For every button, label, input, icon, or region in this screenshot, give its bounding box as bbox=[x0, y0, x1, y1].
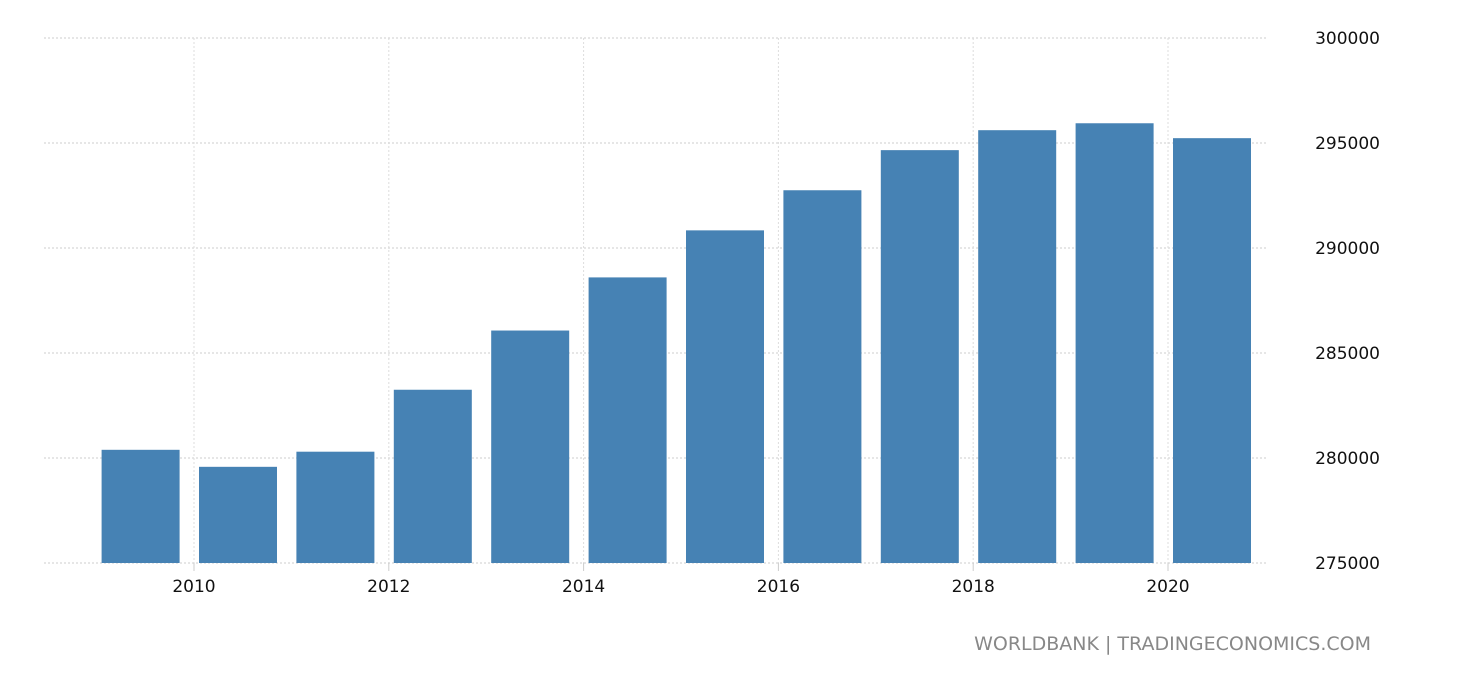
x-tick-label: 2010 bbox=[172, 577, 215, 597]
bar-2015 bbox=[686, 230, 764, 564]
bar-2010 bbox=[199, 466, 277, 563]
x-tick-label: 2016 bbox=[757, 577, 800, 597]
y-tick-label: 295000 bbox=[1315, 134, 1380, 154]
bar-2019 bbox=[1075, 123, 1154, 563]
bar-2017 bbox=[880, 150, 959, 563]
y-tick-label: 280000 bbox=[1315, 449, 1380, 469]
x-tick-label: 2012 bbox=[367, 577, 410, 597]
x-tick-label: 2014 bbox=[562, 577, 605, 597]
bar-2013 bbox=[491, 330, 570, 563]
y-tick-label: 275000 bbox=[1315, 554, 1380, 574]
y-tick-label: 290000 bbox=[1315, 239, 1380, 259]
bar-2014 bbox=[588, 277, 667, 563]
y-tick-label: 300000 bbox=[1315, 29, 1380, 49]
bar-2011 bbox=[296, 451, 375, 563]
bar-2009 bbox=[101, 449, 180, 563]
bar-2018 bbox=[978, 130, 1057, 563]
bar-2020 bbox=[1173, 138, 1251, 564]
bar-2016 bbox=[783, 190, 862, 563]
y-tick-label: 285000 bbox=[1315, 344, 1380, 364]
x-tick-label: 2020 bbox=[1146, 577, 1189, 597]
bar-2012 bbox=[393, 389, 472, 563]
x-tick-label: 2018 bbox=[952, 577, 995, 597]
source-label: WORLDBANK | TRADINGECONOMICS.COM bbox=[974, 633, 1371, 655]
